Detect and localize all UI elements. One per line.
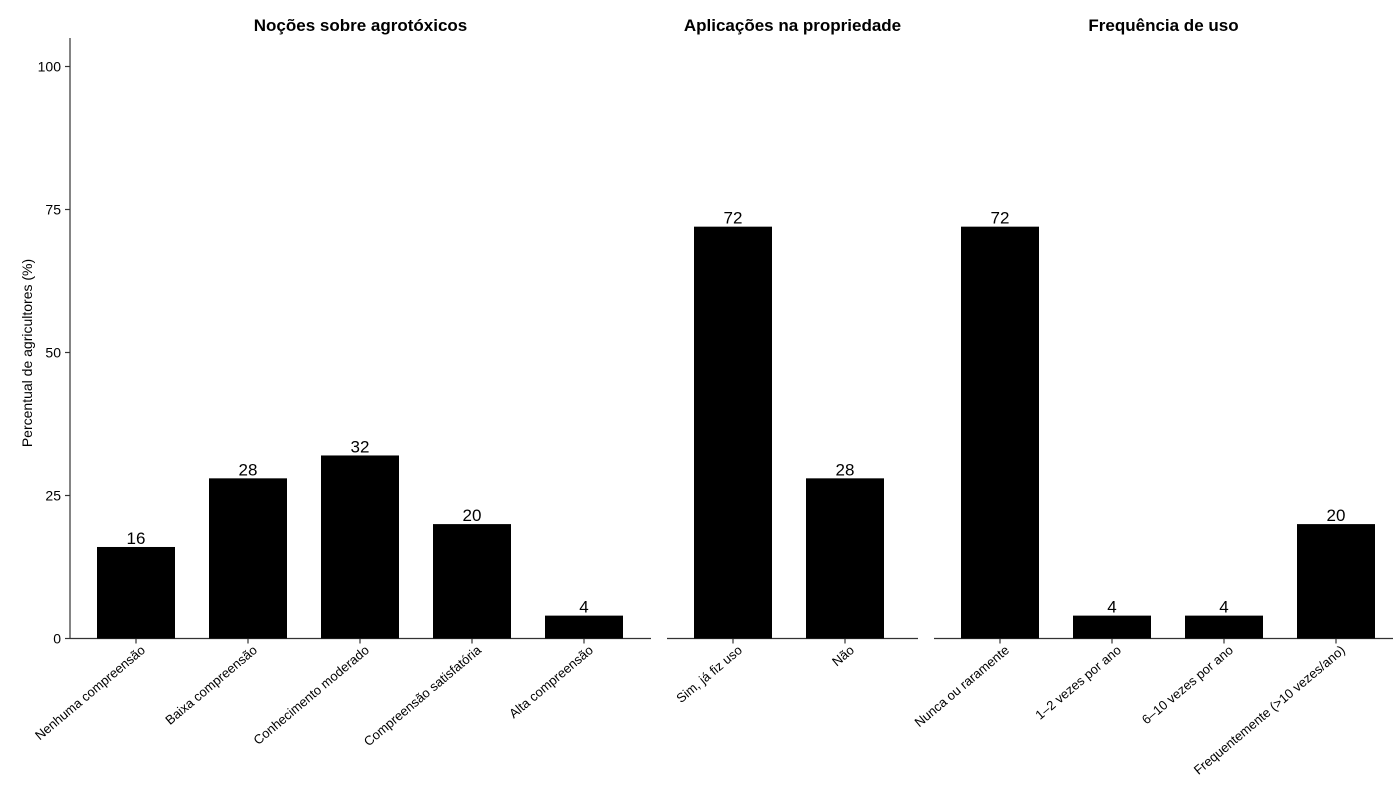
x-tick-label: 6–10 vezes por ano [1139, 642, 1236, 727]
bar [694, 226, 772, 639]
data-label: 4 [1107, 598, 1116, 617]
facet-panel: Aplicações na propriedade 72 Sim, já fiz u… [667, 16, 918, 706]
y-axis: 0 25 50 75 100 [38, 38, 71, 647]
x-tick-label: Nenhuma compreensão [32, 642, 148, 743]
bar [433, 524, 511, 639]
data-label: 28 [239, 460, 258, 479]
data-label: 28 [836, 460, 855, 479]
facet-title: Aplicações na propriedade [684, 16, 901, 35]
bar [1185, 615, 1263, 639]
bar [806, 478, 884, 639]
bar [321, 455, 399, 639]
data-label: 16 [127, 529, 146, 548]
data-label: 20 [1327, 506, 1346, 525]
data-label: 4 [1219, 598, 1228, 617]
x-tick-label: Nunca ou raramente [911, 642, 1011, 730]
facet-title: Noções sobre agrotóxicos [254, 16, 468, 35]
data-label: 20 [463, 506, 482, 525]
data-label: 72 [991, 209, 1010, 228]
data-label: 4 [579, 598, 588, 617]
y-tick-label: 75 [45, 202, 61, 218]
bar [961, 226, 1039, 639]
facet-panel: Noções sobre agrotóxicos 16 Nenhuma compre… [32, 16, 651, 749]
x-tick-label: Conhecimento moderado [250, 642, 371, 747]
bar [1073, 615, 1151, 639]
x-tick-label: Sim, já fiz uso [673, 642, 745, 706]
y-tick-label: 0 [53, 631, 61, 647]
y-tick-label: 100 [38, 59, 62, 75]
x-tick-label: Compreensão satisfatória [361, 642, 485, 749]
facet-panel: Frequência de uso 72 Nunca ou raramente 4 1–… [911, 16, 1393, 778]
y-tick-label: 25 [45, 488, 61, 504]
chart-panels: Noções sobre agrotóxicos 16 Nenhuma compre… [32, 16, 1393, 778]
bar [97, 546, 175, 639]
facet-title: Frequência de uso [1088, 16, 1238, 35]
data-label: 72 [724, 209, 743, 228]
x-tick-label: Baixa compreensão [162, 642, 260, 727]
y-tick-label: 50 [45, 345, 61, 361]
x-tick-label: Não [829, 642, 857, 669]
data-label: 32 [351, 437, 370, 456]
x-tick-label: 1–2 vezes por ano [1032, 642, 1124, 722]
y-axis-label: Percentual de agricultores (%) [19, 259, 35, 447]
x-tick-label: Alta compreensão [506, 642, 596, 721]
bar [545, 615, 623, 639]
bar [209, 478, 287, 639]
bar [1297, 524, 1375, 639]
